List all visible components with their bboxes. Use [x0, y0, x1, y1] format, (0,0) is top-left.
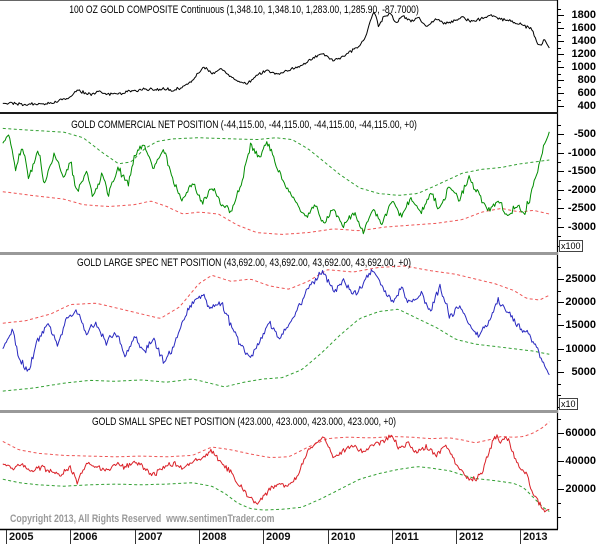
- series-upper-band: [2, 265, 550, 324]
- x-axis-year-label: 2006: [73, 531, 98, 543]
- y-axis-tick-label: 400: [577, 99, 596, 112]
- panel4-title: GOLD SMALL SPEC NET POSITION (423.000, 4…: [91, 416, 397, 428]
- series-gold-price: [2, 11, 550, 107]
- panel2-multiplier-label: x100: [559, 240, 583, 252]
- series-upper-band: [2, 421, 550, 458]
- y-axis-tick-label: 1200: [571, 47, 596, 60]
- y-axis-tick-label: 20000: [565, 482, 596, 495]
- y-axis-tick-label: -1000: [567, 146, 596, 159]
- panel-divider: [0, 112, 558, 114]
- panel-divider: [0, 410, 558, 413]
- panel3-title: GOLD LARGE SPEC NET POSITION (43,692.00,…: [77, 257, 411, 269]
- x-axis-year-label: 2010: [331, 531, 356, 543]
- x-axis-year-label: 2009: [266, 531, 291, 543]
- y-axis-tick-label: -500: [573, 127, 596, 140]
- y-axis-tick-label: 60000: [565, 426, 596, 439]
- series-lower-band: [2, 466, 550, 512]
- series-small-spec-net: [2, 434, 550, 513]
- series-large-spec-net: [2, 269, 550, 376]
- y-axis-tick-label: -1500: [567, 164, 596, 177]
- y-axis-tick-label: -2000: [567, 183, 596, 196]
- y-axis-tick-label: 1600: [571, 21, 596, 34]
- series-lower-band: [2, 191, 550, 235]
- series-commercial-net: [2, 131, 550, 235]
- panel-divider: [0, 252, 558, 255]
- panel1-title: 100 OZ GOLD COMPOSITE Continuous (1,348.…: [69, 4, 419, 16]
- y-axis-tick-label: 5000: [571, 365, 596, 378]
- x-axis-year-label: 2008: [202, 531, 227, 543]
- y-axis-tick-label: 40000: [565, 454, 596, 467]
- y-axis-tick-label: 800: [577, 73, 596, 86]
- y-axis-tick-label: 600: [577, 86, 596, 99]
- x-axis-year-label: 2007: [138, 531, 163, 543]
- copyright: Copyright 2013, All Rights Reserved www.…: [10, 513, 275, 525]
- y-axis-tick-label: 1400: [571, 34, 596, 47]
- x-axis-year-label: 2012: [459, 531, 484, 543]
- y-axis-tick-label: 20000: [565, 295, 596, 308]
- series-upper-band: [2, 127, 550, 196]
- y-axis-tick-label: -3000: [567, 220, 596, 233]
- y-axis-tick-label: 25000: [565, 272, 596, 285]
- x-axis-year-label: 2013: [523, 531, 548, 543]
- x-axis-year-label: 2011: [395, 531, 419, 543]
- x-axis-year-label: 2005: [9, 531, 34, 543]
- y-axis-tick-label: 1800: [571, 8, 596, 21]
- y-axis-tick-label: 10000: [565, 342, 596, 355]
- panel3-multiplier-label: x10: [559, 398, 578, 410]
- y-axis-tick-label: 15000: [565, 318, 596, 331]
- y-axis-tick-label: -2500: [567, 201, 596, 214]
- panel2-title: GOLD COMMERCIAL NET POSITION (-44,115.00…: [71, 119, 417, 131]
- series-lower-band: [2, 308, 550, 392]
- y-axis-tick-label: 1000: [571, 60, 596, 73]
